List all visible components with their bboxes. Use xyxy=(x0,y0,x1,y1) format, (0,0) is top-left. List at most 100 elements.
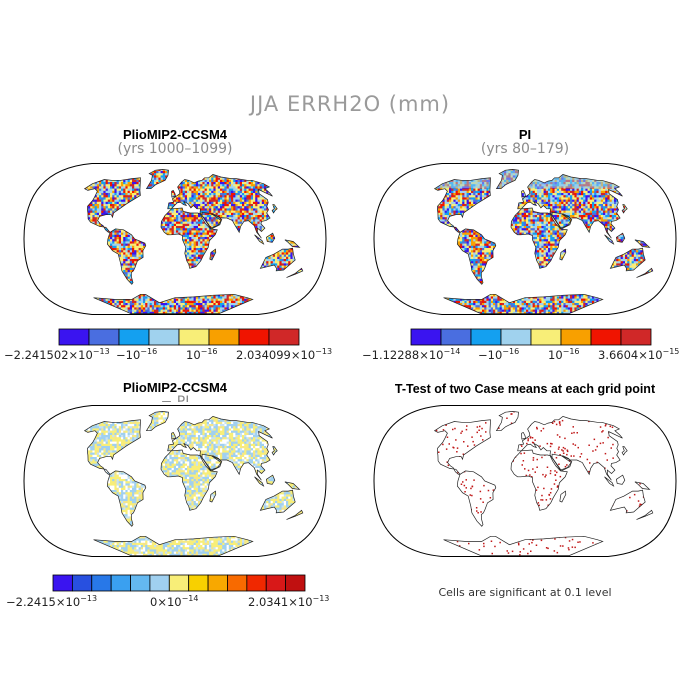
coastline xyxy=(171,431,177,440)
coastline xyxy=(254,476,265,487)
coastline xyxy=(551,211,573,229)
colorbar-control-label-neg: −10−16 xyxy=(478,347,519,362)
coastline xyxy=(145,169,169,190)
colorbar-swatch xyxy=(208,328,240,346)
coastline xyxy=(171,189,177,198)
coastline xyxy=(259,489,296,514)
colorbar-swatch xyxy=(268,328,300,346)
coastline xyxy=(495,411,519,432)
coastline xyxy=(83,419,141,475)
coastline xyxy=(286,267,304,278)
colorbar-swatch xyxy=(560,328,592,346)
colorbar-swatch xyxy=(148,328,180,346)
colorbar-swatch xyxy=(118,328,150,346)
coastline xyxy=(559,248,567,261)
land-field xyxy=(84,169,303,314)
map-frame xyxy=(373,405,677,557)
coastline xyxy=(616,474,626,485)
map-frame xyxy=(23,405,327,557)
coastline xyxy=(254,234,265,245)
coastline xyxy=(266,232,276,243)
map-frame xyxy=(373,163,677,315)
coastline xyxy=(284,481,301,490)
colorbar-swatch xyxy=(285,574,306,592)
coastline xyxy=(286,509,304,520)
coastline xyxy=(443,535,604,556)
panel-ttest-title: T-Test of two Case means at each grid po… xyxy=(370,382,680,396)
coastline xyxy=(433,177,491,233)
colorbar-swatch xyxy=(52,574,73,592)
land-field xyxy=(84,411,303,556)
coastline xyxy=(284,239,301,248)
coastline xyxy=(517,416,623,481)
coastline xyxy=(271,204,278,214)
panel-control-title: PI xyxy=(370,127,680,142)
coastline xyxy=(145,411,169,432)
coastline xyxy=(551,453,573,471)
colorbar-swatch xyxy=(500,328,532,346)
coastline xyxy=(209,490,217,503)
colorbar-control-label-min: −1.12288×10−14 xyxy=(362,347,460,362)
coastline xyxy=(609,247,646,272)
colorbar-swatch xyxy=(227,574,248,592)
coastline xyxy=(167,416,273,481)
colorbar-swatch xyxy=(620,328,652,346)
colorbar-swatch xyxy=(178,328,210,346)
coastline xyxy=(559,490,567,503)
coastline xyxy=(93,293,254,314)
coastline xyxy=(634,481,651,490)
coastline xyxy=(495,169,519,190)
colorbar-swatch xyxy=(238,328,270,346)
coastline xyxy=(510,449,568,511)
colorbar-swatch xyxy=(440,328,472,346)
colorbar-swatch xyxy=(590,328,622,346)
coastline xyxy=(201,453,223,471)
map-ttest xyxy=(372,402,678,560)
coastline xyxy=(521,431,527,440)
colorbar-swatch xyxy=(470,328,502,346)
coastline xyxy=(636,509,654,520)
map-control xyxy=(372,160,678,318)
coastline xyxy=(456,470,497,527)
colorbar-diff xyxy=(52,574,306,596)
coastline xyxy=(621,204,628,214)
coastline xyxy=(521,189,527,198)
colorbar-swatch xyxy=(91,574,112,592)
panel-case-title: PlioMIP2-CCSM4 xyxy=(20,127,330,142)
coastline xyxy=(160,207,218,269)
colorbar-swatch xyxy=(88,328,120,346)
colorbar-swatch xyxy=(188,574,209,592)
colorbar-case-label-pos: 10−16 xyxy=(186,347,218,362)
coastline xyxy=(93,535,254,556)
colorbar-case xyxy=(58,328,300,350)
significance-note: Cells are significant at 0.1 level xyxy=(370,586,680,599)
colorbar-swatch xyxy=(168,574,190,592)
coastline xyxy=(266,474,276,485)
colorbar-control-label-max: 3.6604×10−15 xyxy=(598,347,679,362)
coastline xyxy=(433,419,491,475)
map-diff xyxy=(22,402,328,560)
land-field xyxy=(434,169,653,314)
colorbar-diff-label-mid: 0×10−14 xyxy=(150,594,198,609)
coastline xyxy=(456,228,497,285)
coastline xyxy=(106,228,147,285)
coastline xyxy=(634,239,651,248)
colorbar-control xyxy=(410,328,652,350)
colorbar-diff-label-min: −2.2415×10−13 xyxy=(6,594,97,609)
coastline xyxy=(616,232,626,243)
coastline xyxy=(604,234,615,245)
panel-control-subtitle: (yrs 80–179) xyxy=(370,141,680,157)
coastline xyxy=(201,211,223,229)
coastline xyxy=(604,476,615,487)
coastline xyxy=(209,248,217,261)
coastline xyxy=(160,449,218,511)
colorbar-swatch xyxy=(71,574,93,592)
colorbar-swatch xyxy=(410,328,442,346)
land-field xyxy=(434,411,653,556)
colorbar-swatch xyxy=(58,328,90,346)
panel-case-subtitle: (yrs 1000–1099) xyxy=(20,141,330,157)
coastline xyxy=(271,446,278,456)
coastline xyxy=(621,446,628,456)
panel-diff-title: PlioMIP2-CCSM4 xyxy=(20,380,330,395)
map-frame xyxy=(23,163,327,315)
